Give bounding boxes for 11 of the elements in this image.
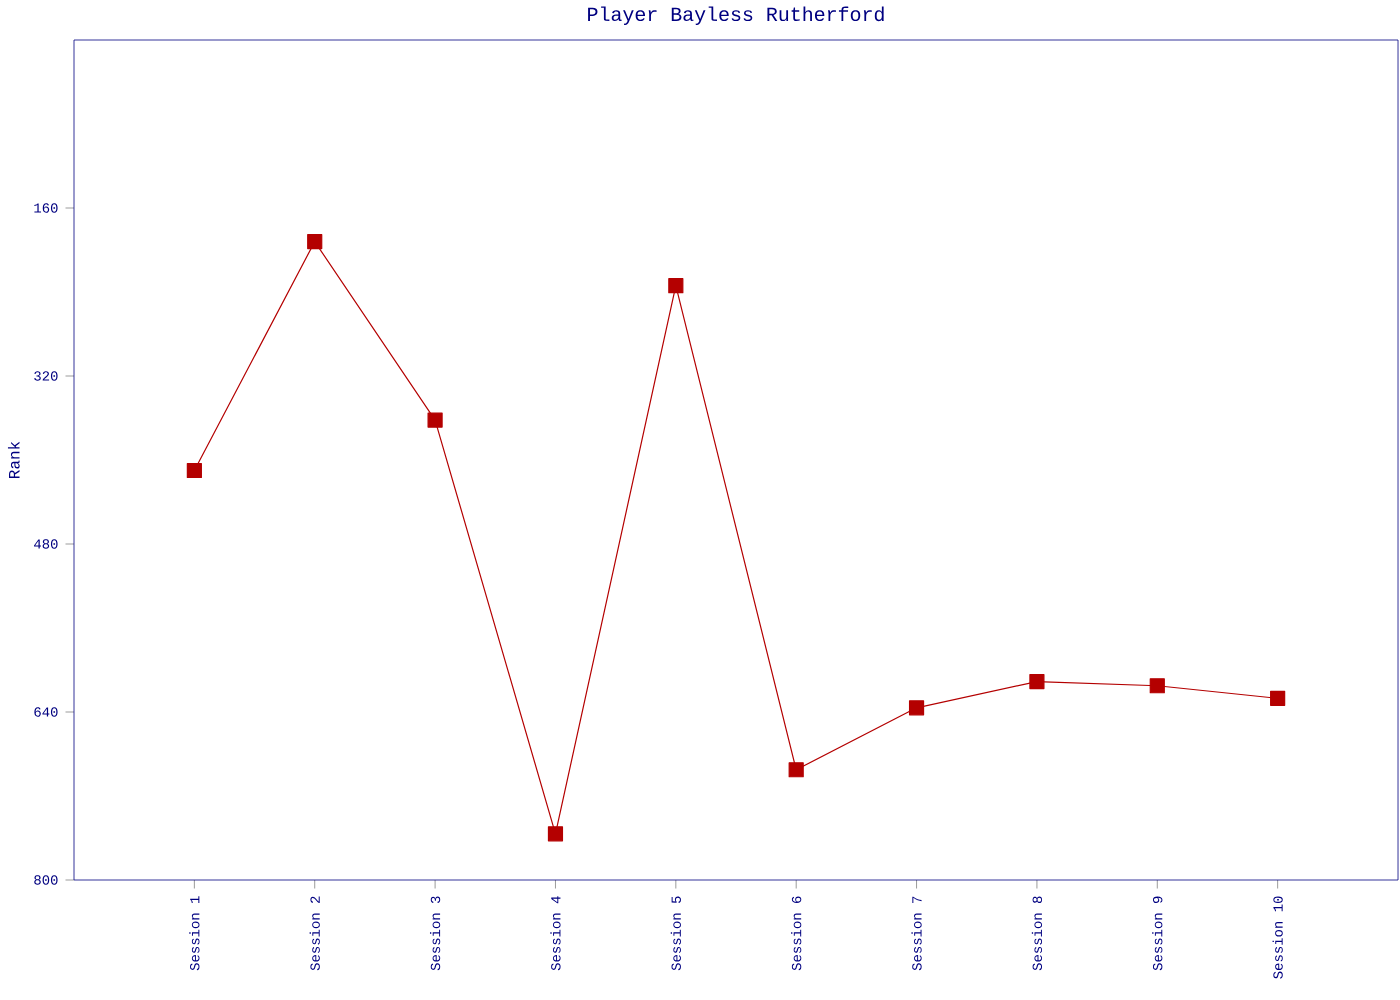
point (1270, 690, 1286, 706)
point (668, 278, 684, 294)
point (908, 700, 925, 716)
point (788, 762, 804, 778)
point (186, 462, 202, 479)
point (307, 234, 323, 250)
point (1029, 673, 1045, 690)
point (1149, 678, 1165, 694)
point (427, 412, 443, 428)
chart-title: Player Bayless Rutherford (588, 6, 884, 25)
point (547, 826, 564, 842)
